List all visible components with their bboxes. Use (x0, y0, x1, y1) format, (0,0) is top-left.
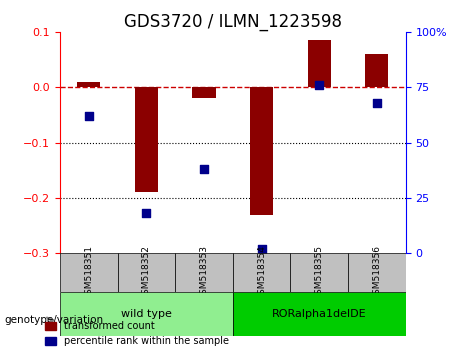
Text: GSM518352: GSM518352 (142, 245, 151, 300)
FancyBboxPatch shape (60, 253, 118, 292)
Bar (77, 82, 100, 87)
Bar (365, 54, 388, 87)
Text: GSM518355: GSM518355 (315, 245, 324, 300)
Text: RORalpha1delDE: RORalpha1delDE (272, 309, 366, 319)
FancyBboxPatch shape (233, 292, 406, 336)
Bar (193, 87, 216, 98)
Text: GSM518356: GSM518356 (372, 245, 381, 300)
FancyBboxPatch shape (175, 253, 233, 292)
Point (373, 100, 381, 105)
FancyBboxPatch shape (60, 292, 233, 336)
Title: GDS3720 / ILMN_1223598: GDS3720 / ILMN_1223598 (124, 13, 342, 30)
Point (315, 82, 323, 88)
FancyBboxPatch shape (290, 253, 348, 292)
FancyBboxPatch shape (348, 253, 406, 292)
Text: genotype/variation: genotype/variation (5, 315, 104, 325)
Text: wild type: wild type (121, 309, 172, 319)
Point (200, 166, 207, 172)
Text: GSM518351: GSM518351 (84, 245, 93, 300)
Point (142, 211, 150, 216)
Point (258, 246, 266, 252)
Bar (250, 87, 273, 215)
Text: GSM518353: GSM518353 (200, 245, 208, 300)
FancyBboxPatch shape (118, 253, 175, 292)
Bar (308, 40, 331, 87)
FancyBboxPatch shape (233, 253, 290, 292)
Text: GSM518354: GSM518354 (257, 245, 266, 300)
Point (85, 113, 92, 119)
Bar (135, 87, 158, 192)
Legend: transformed count, percentile rank within the sample: transformed count, percentile rank withi… (42, 319, 232, 349)
